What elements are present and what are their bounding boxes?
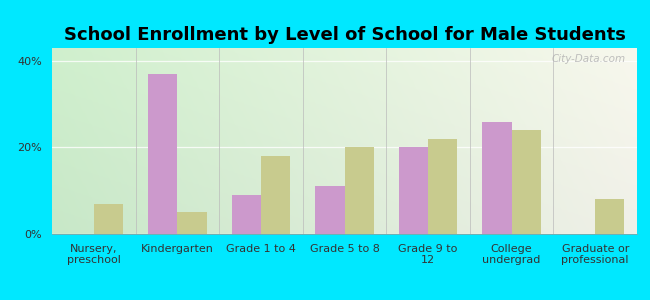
Bar bbox=[231, 195, 261, 234]
Bar bbox=[595, 200, 625, 234]
Bar bbox=[94, 204, 123, 234]
Bar bbox=[399, 148, 428, 234]
Bar bbox=[315, 186, 344, 234]
Bar bbox=[177, 212, 207, 234]
Bar bbox=[512, 130, 541, 234]
Bar bbox=[261, 156, 290, 234]
Text: City-Data.com: City-Data.com bbox=[551, 54, 625, 64]
Bar bbox=[428, 139, 458, 234]
Bar bbox=[344, 148, 374, 234]
Bar bbox=[148, 74, 177, 234]
Bar bbox=[482, 122, 512, 234]
Title: School Enrollment by Level of School for Male Students: School Enrollment by Level of School for… bbox=[64, 26, 625, 44]
